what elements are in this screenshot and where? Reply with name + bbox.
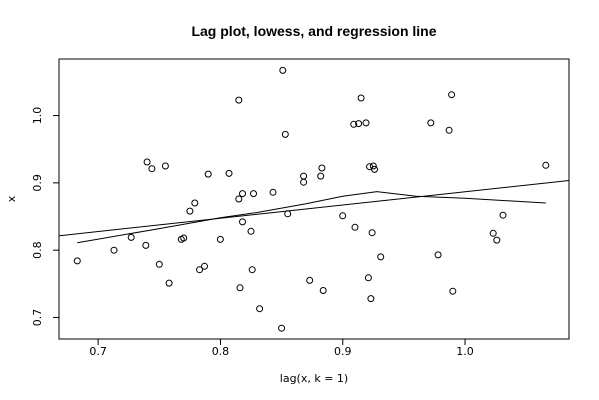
data-point xyxy=(110,246,118,254)
data-point xyxy=(499,211,507,219)
data-point xyxy=(204,170,212,178)
data-point xyxy=(351,223,359,231)
x-tick-label: 0.9 xyxy=(334,345,352,358)
data-point xyxy=(339,212,347,220)
data-point xyxy=(364,274,372,282)
data-point xyxy=(367,295,375,303)
data-point xyxy=(319,287,327,294)
data-point xyxy=(377,253,385,261)
data-point xyxy=(362,119,370,127)
data-point xyxy=(143,158,151,166)
data-point xyxy=(445,126,453,134)
data-point xyxy=(142,241,150,249)
data-point xyxy=(542,161,550,169)
data-point xyxy=(148,165,156,173)
data-point xyxy=(357,94,365,102)
data-point xyxy=(248,266,256,274)
data-point xyxy=(201,262,208,270)
data-point xyxy=(180,234,188,242)
data-point xyxy=(250,190,257,198)
x-tick-label: 0.7 xyxy=(89,345,107,358)
y-tick-label: 0.7 xyxy=(31,309,44,327)
data-point xyxy=(350,120,358,128)
data-point xyxy=(434,251,442,259)
data-point xyxy=(239,218,246,226)
data-point xyxy=(161,162,169,170)
data-point xyxy=(493,236,501,244)
data-point xyxy=(235,96,243,104)
data-point xyxy=(368,229,376,237)
data-point xyxy=(489,229,497,237)
x-tick-label: 1.0 xyxy=(456,345,474,358)
y-axis-label: x xyxy=(5,195,18,202)
data-point xyxy=(235,195,243,203)
data-point xyxy=(281,130,289,138)
data-point xyxy=(448,91,456,99)
data-point xyxy=(449,287,457,295)
y-axis-ticks: 0.7 0.8 0.9 1.0 xyxy=(31,107,59,326)
x-tick-label: 0.8 xyxy=(212,345,230,358)
data-point xyxy=(306,276,314,284)
data-point xyxy=(239,190,246,198)
data-point xyxy=(225,169,233,177)
data-point xyxy=(186,207,194,215)
x-axis-ticks: 0.7 0.8 0.9 1.0 xyxy=(89,339,474,358)
data-point xyxy=(73,257,81,265)
y-tick-label: 1.0 xyxy=(31,107,44,125)
regression-line xyxy=(59,180,570,237)
data-point xyxy=(165,279,173,287)
y-tick-label: 0.9 xyxy=(31,174,44,192)
data-point xyxy=(247,227,255,235)
data-point xyxy=(279,66,287,74)
data-point xyxy=(369,162,377,170)
data-point xyxy=(191,199,199,207)
data-point xyxy=(427,119,435,127)
data-point xyxy=(278,324,286,332)
data-point xyxy=(318,164,326,172)
data-point xyxy=(371,165,378,173)
data-point xyxy=(355,120,363,128)
data-point xyxy=(127,233,135,241)
chart-title: Lag plot, lowess, and regression line xyxy=(191,23,436,39)
data-point xyxy=(236,284,244,292)
data-point xyxy=(300,178,308,186)
y-tick-label: 0.8 xyxy=(31,241,44,259)
plot-frame xyxy=(58,58,570,340)
data-point xyxy=(256,305,264,313)
data-point xyxy=(284,210,292,218)
data-point xyxy=(317,172,325,180)
x-axis-label: lag(x, k = 1) xyxy=(280,372,348,385)
data-point xyxy=(155,260,163,268)
scatter-points xyxy=(73,66,550,332)
data-point xyxy=(269,188,277,196)
data-point xyxy=(196,266,204,274)
data-point xyxy=(216,235,224,243)
data-point xyxy=(300,172,308,180)
lowess-line xyxy=(77,191,546,244)
fit-lines xyxy=(59,180,570,244)
